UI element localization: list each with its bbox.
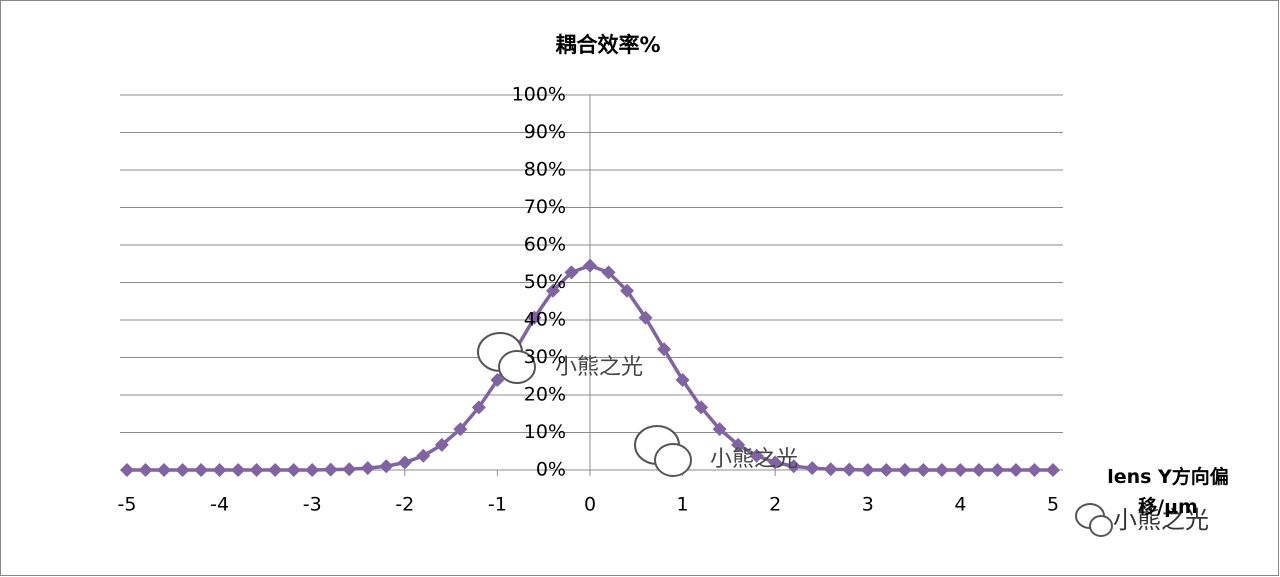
y-tick-label: 50%: [524, 271, 566, 293]
data-point: [360, 461, 375, 476]
data-point: [953, 463, 968, 477]
data-point: [675, 373, 690, 387]
x-tick-label: -5: [118, 494, 137, 516]
data-point: [860, 463, 875, 477]
data-point: [842, 462, 857, 477]
watermark: 小熊之光: [1113, 506, 1209, 534]
x-tick-label: 3: [862, 494, 874, 516]
y-tick-label: 0%: [536, 459, 566, 481]
y-tick-label: 90%: [524, 121, 566, 143]
y-tick-label: 30%: [524, 346, 566, 368]
data-point: [749, 448, 764, 463]
data-point: [897, 463, 912, 477]
data-point: [990, 463, 1005, 477]
data-point: [138, 463, 153, 477]
x-tick-label: -2: [395, 494, 414, 516]
data-point: [212, 463, 227, 477]
x-tick-label: 5: [1047, 494, 1059, 516]
data-point: [249, 463, 264, 477]
data-point: [120, 463, 134, 477]
data-point: [916, 463, 931, 477]
watermark-icons: [477, 332, 1113, 537]
data-point: [786, 459, 801, 474]
data-point: [527, 310, 542, 325]
data-point: [1008, 463, 1023, 477]
data-point: [434, 437, 449, 452]
y-tick-label: 40%: [524, 309, 566, 331]
data-point: [564, 265, 579, 280]
data-point: [583, 258, 597, 273]
data-point: [694, 400, 709, 415]
data-point: [379, 459, 394, 474]
chart-title: 耦合效率%: [555, 33, 660, 57]
data-point: [453, 422, 468, 437]
data-point: [286, 463, 301, 477]
data-point: [416, 448, 431, 463]
data-point: [823, 462, 838, 477]
x-tick-label: 1: [677, 494, 689, 516]
data-point: [1046, 463, 1060, 477]
data-point: [471, 400, 486, 415]
x-tick-label: -1: [488, 494, 507, 516]
data-point: [1027, 463, 1042, 477]
data-point: [805, 461, 820, 476]
y-tick-label: 20%: [524, 384, 566, 406]
y-tick-label: 100%: [512, 84, 566, 106]
data-point: [657, 342, 672, 357]
x-tick-label: 4: [954, 494, 966, 516]
watermark: 小熊之光: [555, 355, 643, 380]
data-point: [768, 455, 783, 470]
data-point: [268, 463, 283, 477]
data-point: [601, 265, 616, 280]
data-point: [175, 463, 190, 477]
x-axis-label: lens Y方向偏移/μm: [1107, 466, 1229, 518]
y-tick-label: 60%: [524, 234, 566, 256]
y-tick-label: 70%: [524, 196, 566, 218]
data-point: [879, 463, 894, 477]
data-point: [194, 463, 209, 477]
data-point: [934, 463, 949, 477]
data-point: [490, 373, 505, 387]
x-tick-label: -4: [210, 494, 229, 516]
data-point: [342, 462, 357, 477]
data-point: [712, 422, 727, 437]
data-point: [731, 437, 746, 452]
data-point: [397, 455, 412, 470]
data-point: [305, 463, 320, 477]
watermark: 小熊之光: [710, 447, 798, 472]
x-tick-label: -3: [303, 494, 322, 516]
y-tick-label: 10%: [524, 421, 566, 443]
data-point: [638, 310, 653, 325]
y-tick-label: 80%: [524, 159, 566, 181]
x-tick-label: 2: [769, 494, 781, 516]
data-point: [620, 283, 635, 298]
data-point: [323, 462, 338, 477]
data-point: [545, 283, 560, 298]
x-tick-label: 0: [584, 494, 596, 516]
data-point: [971, 463, 986, 477]
data-point: [231, 463, 246, 477]
data-point: [157, 463, 172, 477]
